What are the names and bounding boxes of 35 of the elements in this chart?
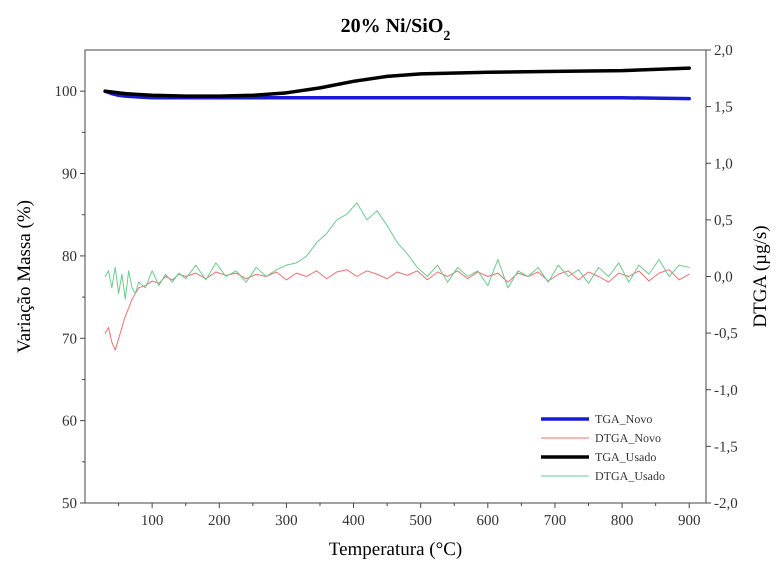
line-series	[104, 269, 690, 351]
x-tick-label: 500	[409, 513, 432, 529]
y2-tick-label: 2,0	[714, 43, 733, 59]
legend-label: DTGA_Novo	[595, 431, 661, 445]
x-axis-title: Temperatura (°C)	[328, 539, 462, 560]
line-series	[103, 66, 691, 98]
y2-tick-label: 0,5	[714, 212, 733, 229]
y-axis-title: Variação Massa (%)	[14, 200, 35, 353]
y-tick-label: 90	[62, 166, 77, 183]
legend-label: TGA_Novo	[595, 412, 652, 426]
x-tick-label: 400	[342, 513, 365, 529]
y2-tick-label: -1,5	[714, 439, 738, 456]
y-tick-label: 70	[62, 331, 77, 348]
y-tick-label: 100	[54, 84, 77, 100]
y2-tick-label: -1,0	[714, 382, 738, 399]
x-tick-label: 800	[610, 513, 634, 529]
y2-tick-label: -2,0	[714, 496, 738, 512]
y2-tick-label: 1,5	[714, 100, 733, 116]
legend-label: DTGA_Usado	[595, 469, 665, 483]
y2-axis-title: DTGA (µg/s)	[750, 225, 771, 328]
x-tick-label: 900	[678, 513, 700, 529]
x-tick-label: 700	[544, 513, 566, 529]
x-tick-label: 100	[140, 513, 164, 529]
y-tick-label: 50	[62, 496, 77, 512]
x-tick-label: 200	[208, 513, 231, 529]
y2-tick-label: -0,5	[714, 326, 738, 342]
x-tick-label: 300	[275, 513, 298, 529]
y2-tick-label: 0,0	[714, 270, 733, 286]
chart-title: 20% Ni/SiO$_{2}$	[340, 15, 450, 44]
y-tick-label: 80	[62, 248, 77, 265]
y-tick-label: 60	[62, 414, 77, 430]
y2-tick-label: 1,0	[714, 156, 733, 172]
x-tick-label: 600	[476, 513, 500, 529]
legend-label: TGA_Usado	[595, 450, 656, 464]
line-series	[104, 202, 690, 300]
